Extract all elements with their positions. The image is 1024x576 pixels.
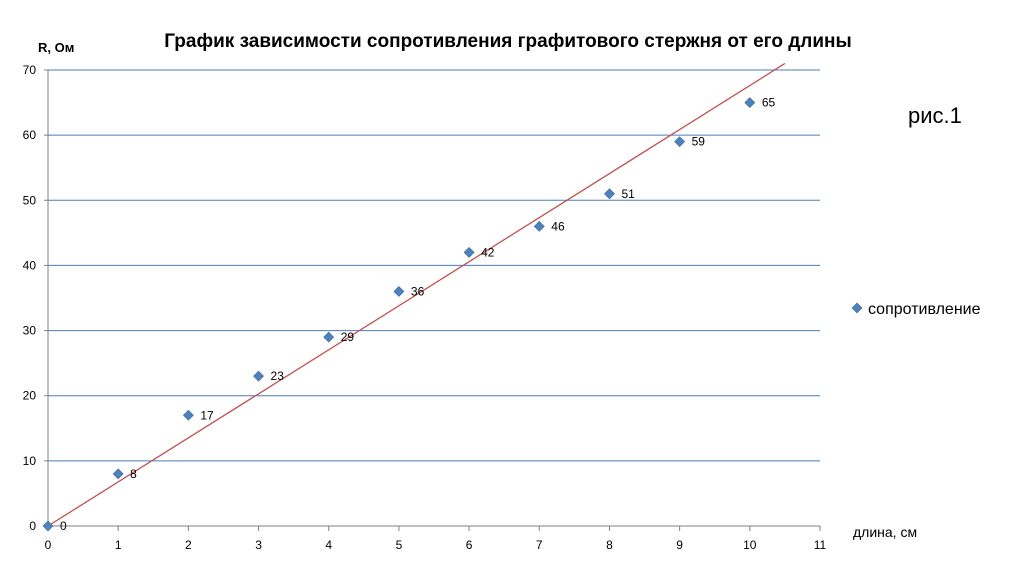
data-label: 8 [130,467,137,481]
x-tick-label: 8 [606,538,613,552]
data-label: 65 [762,96,776,110]
x-tick-label: 5 [396,538,403,552]
data-label: 23 [271,369,285,383]
data-label: 29 [341,330,355,344]
data-label: 0 [60,519,67,533]
trendline-group [47,62,786,527]
data-point [463,246,475,258]
data-points [42,97,756,532]
y-axis-label: R, Ом [38,40,74,55]
data-point [182,409,194,421]
x-tick-label: 3 [255,538,262,552]
data-label: 46 [551,219,565,233]
y-tick-label: 40 [23,258,37,272]
x-tick-label: 0 [45,538,52,552]
x-tick-label: 7 [536,538,543,552]
data-point [674,136,686,148]
data-point [112,468,124,480]
legend: сопротивление [851,301,981,318]
x-tick-label: 6 [466,538,473,552]
x-tick-label: 9 [676,538,683,552]
legend-label: сопротивление [868,301,981,318]
data-labels: 0 8 17 23 29 36 42 46 51 59 65 [60,96,775,533]
data-label: 51 [621,187,635,201]
data-point [533,220,545,232]
data-label: 17 [200,408,214,422]
x-tick-label: 10 [743,538,757,552]
x-axis-label: длина, см [853,524,917,540]
y-tick-label: 30 [23,324,37,338]
y-tick-label: 60 [23,128,37,142]
data-point [42,520,54,532]
data-point [393,286,405,297]
y-tick-label: 0 [29,519,36,533]
trendline [47,62,786,527]
grid [48,69,820,462]
y-tick-labels: 0 10 20 30 40 50 60 70 [23,63,37,533]
x-tick-label: 1 [115,538,122,552]
x-tick-label: 2 [185,538,192,552]
data-label: 59 [692,135,706,149]
data-point [253,370,264,382]
x-tick-label: 4 [325,538,332,552]
figure-label: рис.1 [908,103,962,128]
y-tick-label: 10 [23,454,37,468]
legend-marker [851,302,863,314]
x-tick-label: 11 [814,538,827,552]
data-label: 42 [481,245,495,259]
x-tick-labels: 0 1 2 3 4 5 6 7 8 9 10 11 [45,538,827,552]
y-tick-label: 70 [23,63,37,77]
y-tick-label: 50 [23,193,37,207]
chart-title: График зависимости сопротивления графито… [164,31,851,52]
data-point [604,188,615,200]
y-tick-label: 20 [23,389,37,403]
data-point [744,97,756,108]
axes [44,69,821,531]
data-point [323,331,335,343]
data-label: 36 [411,284,425,298]
